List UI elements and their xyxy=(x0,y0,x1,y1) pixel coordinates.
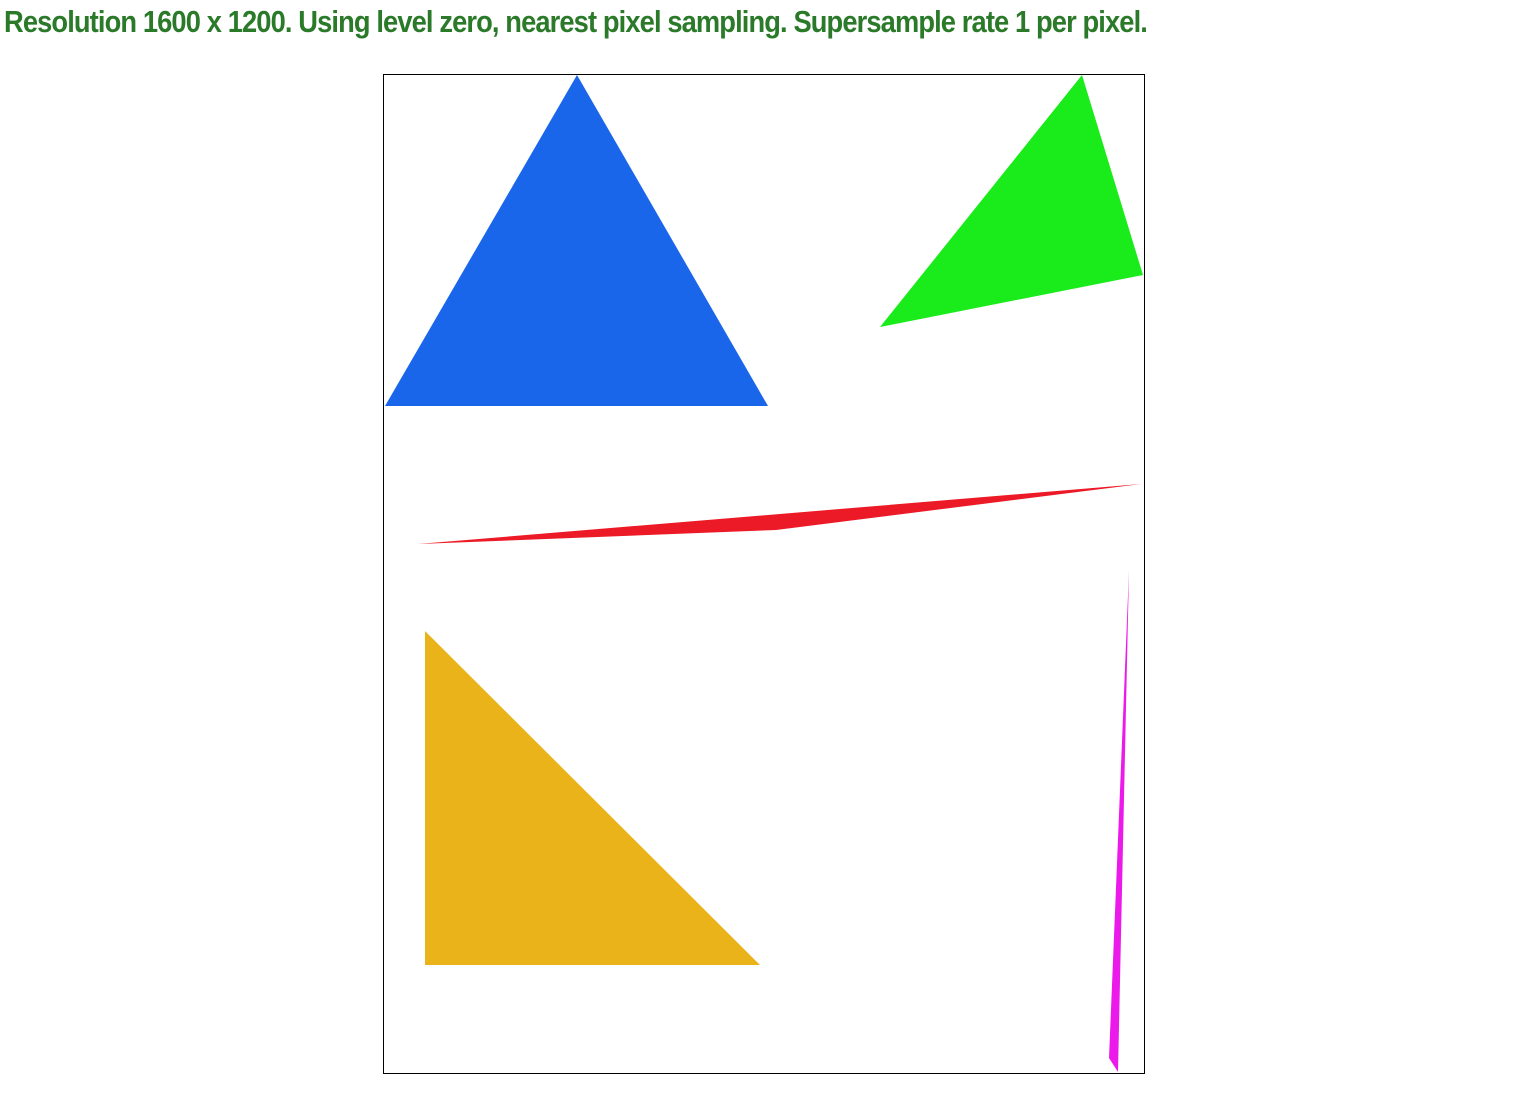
gold-triangle xyxy=(425,631,760,965)
render-viewport[interactable] xyxy=(383,74,1145,1074)
blue-triangle xyxy=(385,75,768,406)
rasterized-triangles-canvas xyxy=(385,75,1143,1072)
red-sliver-triangle xyxy=(418,484,1141,544)
green-triangle xyxy=(880,75,1143,327)
status-text: Resolution 1600 x 1200. Using level zero… xyxy=(4,4,1148,39)
magenta-sliver-triangle xyxy=(1109,571,1129,1072)
